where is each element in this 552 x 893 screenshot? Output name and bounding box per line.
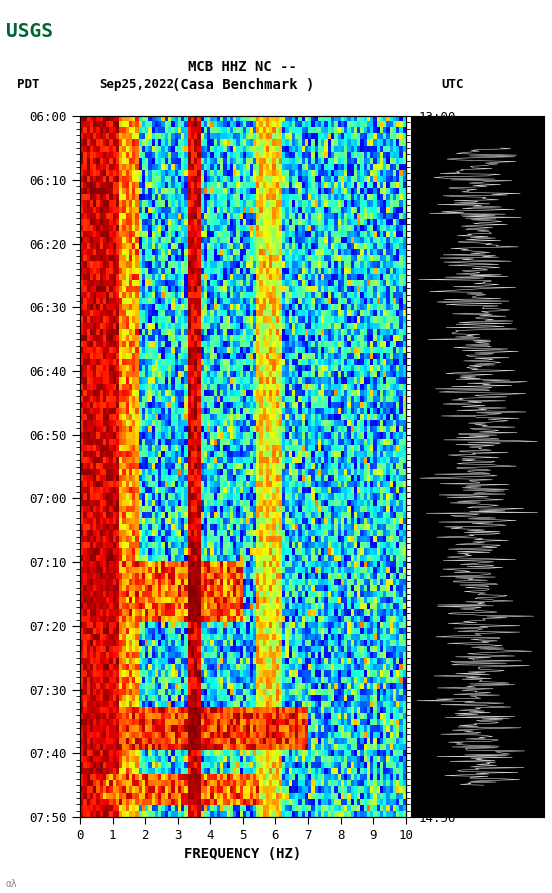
Text: PDT: PDT bbox=[17, 79, 39, 91]
Text: αλ: αλ bbox=[6, 879, 17, 889]
Text: Sep25,2022: Sep25,2022 bbox=[99, 79, 174, 91]
X-axis label: FREQUENCY (HZ): FREQUENCY (HZ) bbox=[184, 847, 301, 862]
Text: MCB HHZ NC --: MCB HHZ NC -- bbox=[188, 60, 298, 74]
Text: USGS: USGS bbox=[6, 22, 52, 41]
Text: (Casa Benchmark ): (Casa Benchmark ) bbox=[172, 78, 314, 92]
Text: UTC: UTC bbox=[442, 79, 464, 91]
